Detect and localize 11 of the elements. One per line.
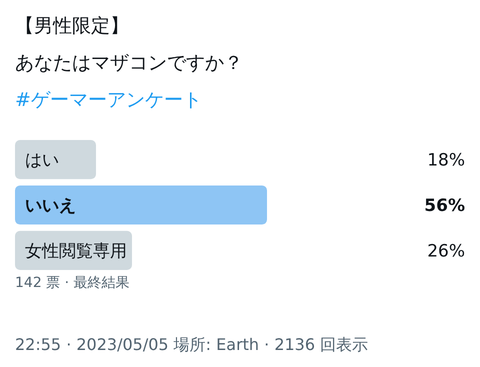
text: 22:55 · 2023/05/05 場所: Earth · 2136 回表示 [15, 335, 368, 354]
text: 142 票 · 最終結果 [15, 275, 130, 291]
text: #ゲーマーアンケート [15, 89, 202, 111]
y-tick-label: 女性閲覧専用 [25, 241, 127, 262]
y-tick-label: はい [25, 150, 59, 170]
data-label: 56% [424, 196, 465, 216]
data-label: 26% [427, 241, 465, 262]
chart-subtitle: あなたはマザコンですか？ [15, 52, 243, 74]
chart-title: 【男性限定】 [15, 15, 129, 37]
data-label: 18% [427, 150, 465, 170]
y-tick-label: いいえ [25, 196, 76, 216]
